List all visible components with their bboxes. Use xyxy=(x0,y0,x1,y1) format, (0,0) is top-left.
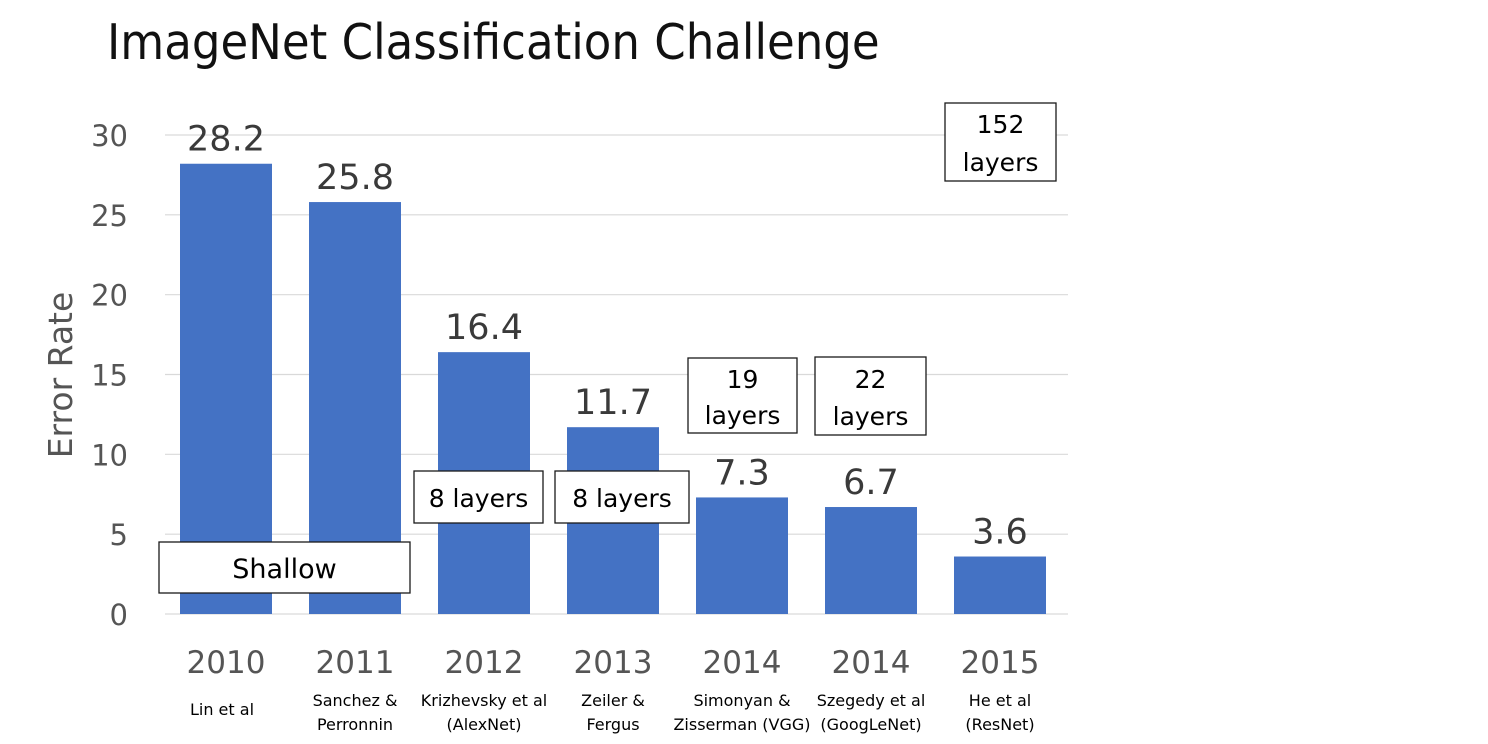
annotation-text: Shallow xyxy=(232,554,336,585)
bar xyxy=(696,497,788,614)
annotation-box xyxy=(944,102,1057,182)
y-tick-label: 20 xyxy=(91,279,128,313)
x-sub-label: Perronnin xyxy=(317,715,393,734)
x-tick-label: 2014 xyxy=(832,645,911,681)
x-sub-label: Krizhevsky et al xyxy=(421,691,547,710)
y-tick-label: 25 xyxy=(91,199,128,233)
annotation-box xyxy=(687,357,798,434)
y-tick-label: 0 xyxy=(110,598,128,632)
x-sub-label: Simonyan & xyxy=(693,691,790,710)
x-tick-label: 2013 xyxy=(574,645,653,681)
annotation-text: 8 layers xyxy=(429,484,529,513)
x-sub-label: Zisserman (VGG) xyxy=(673,715,810,734)
data-label: 28.2 xyxy=(187,120,265,160)
x-sub-label: Szegedy et al xyxy=(817,691,926,710)
data-label: 6.7 xyxy=(843,463,899,503)
x-tick-label: 2015 xyxy=(961,645,1040,681)
data-label: 25.8 xyxy=(316,158,394,198)
annotation-text: 8 layers xyxy=(572,484,672,513)
x-sub-label: He et al xyxy=(969,691,1031,710)
annotation-box xyxy=(158,541,411,594)
annotation-box xyxy=(814,356,927,436)
bar xyxy=(180,163,272,615)
x-tick-label: 2011 xyxy=(316,645,395,681)
x-tick-label: 2014 xyxy=(703,645,782,681)
slide-title: ImageNet Classification Challenge xyxy=(107,14,880,71)
x-tick-label: 2012 xyxy=(445,645,524,681)
y-tick-label: 5 xyxy=(110,518,128,552)
y-tick-label: 30 xyxy=(91,119,128,153)
bar xyxy=(954,556,1046,614)
x-sub-label: (GoogLeNet) xyxy=(820,715,921,734)
annotation-text: 22 xyxy=(855,365,887,394)
x-sub-label: (ResNet) xyxy=(965,715,1034,734)
data-label: 7.3 xyxy=(714,453,770,493)
x-sub-label: Fergus xyxy=(586,715,639,734)
data-label: 16.4 xyxy=(445,308,523,348)
x-sub-label: (AlexNet) xyxy=(447,715,522,734)
x-tick-label: 2010 xyxy=(187,645,266,681)
annotation-text: layers xyxy=(705,401,781,430)
annotation-text: 19 xyxy=(727,365,759,394)
bar xyxy=(825,507,917,614)
data-label: 11.7 xyxy=(574,383,652,423)
y-axis-label: Error Rate xyxy=(41,292,80,459)
x-sub-label: Sanchez & xyxy=(313,691,398,710)
y-tick-label: 10 xyxy=(91,438,128,472)
x-sub-label: Zeiler & xyxy=(581,691,645,710)
y-tick-label: 15 xyxy=(91,359,128,393)
annotation-text: 152 xyxy=(977,110,1025,139)
annotation-box xyxy=(554,470,690,524)
x-sub-label: Lin et al xyxy=(190,700,254,719)
annotation-box xyxy=(413,470,544,524)
annotation-text: layers xyxy=(833,402,909,431)
data-label: 3.6 xyxy=(972,513,1028,553)
annotation-text: layers xyxy=(963,148,1039,177)
